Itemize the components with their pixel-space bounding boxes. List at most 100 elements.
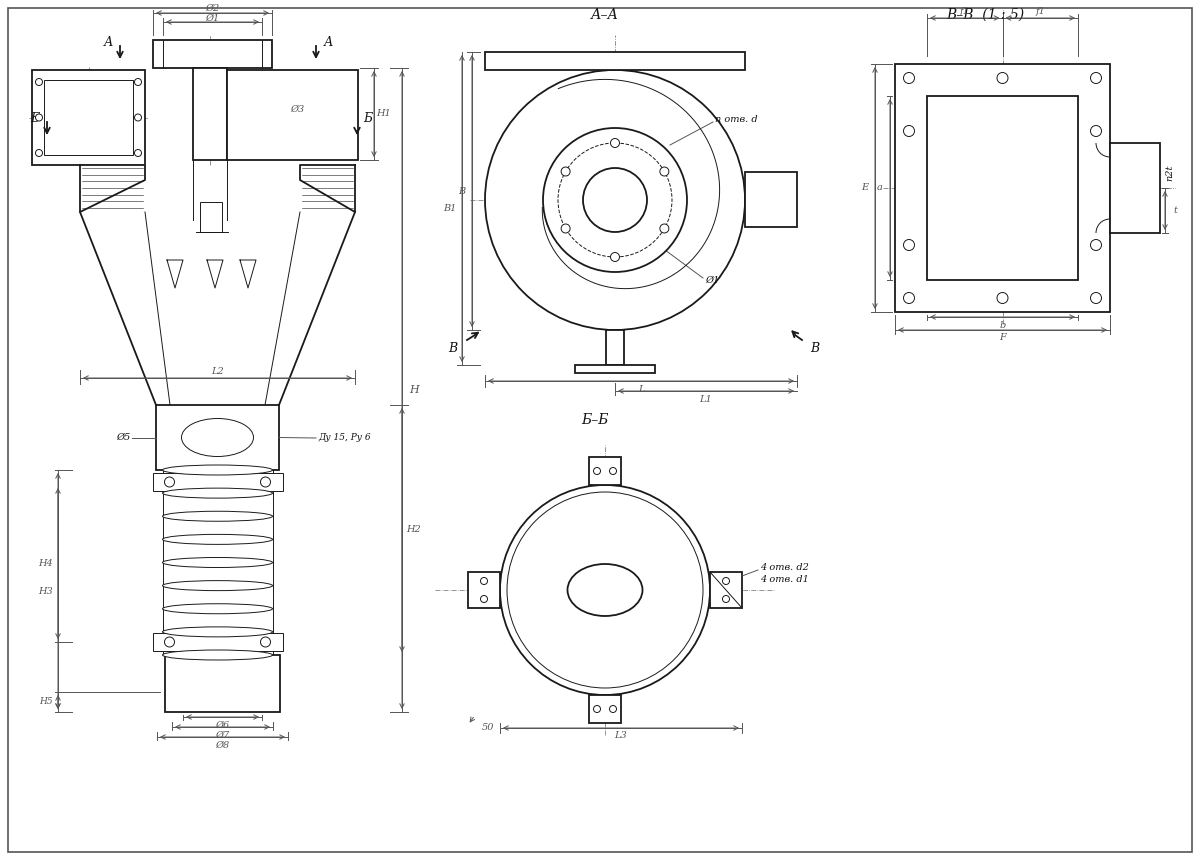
Text: Ø6: Ø6 — [215, 721, 229, 729]
Ellipse shape — [162, 488, 272, 498]
Text: L: L — [637, 384, 644, 394]
Text: Ø2: Ø2 — [205, 3, 220, 13]
Circle shape — [722, 578, 730, 585]
Bar — [468, 572, 500, 608]
Text: Ø3: Ø3 — [290, 105, 305, 114]
Text: Б: Б — [30, 112, 40, 125]
Circle shape — [611, 138, 619, 148]
Bar — [485, 52, 745, 70]
Bar — [152, 633, 282, 651]
Circle shape — [1091, 126, 1102, 137]
Circle shape — [562, 167, 570, 176]
Bar — [745, 172, 797, 227]
Circle shape — [134, 150, 142, 157]
Circle shape — [164, 637, 174, 647]
Text: Ø5: Ø5 — [115, 433, 130, 442]
Text: Ø8: Ø8 — [215, 740, 229, 750]
Circle shape — [1091, 292, 1102, 304]
Circle shape — [36, 114, 42, 121]
Circle shape — [660, 224, 668, 233]
Bar — [32, 70, 145, 165]
Text: H2: H2 — [407, 525, 421, 535]
Bar — [895, 64, 1110, 312]
Ellipse shape — [162, 580, 272, 591]
Ellipse shape — [162, 534, 272, 544]
Circle shape — [36, 150, 42, 157]
Text: f1: f1 — [960, 8, 970, 16]
Ellipse shape — [162, 650, 272, 660]
Text: 50: 50 — [482, 722, 494, 732]
Circle shape — [1091, 239, 1102, 250]
Circle shape — [904, 239, 914, 250]
Text: f1: f1 — [1036, 8, 1045, 16]
Text: B: B — [458, 187, 466, 195]
Text: Ø1: Ø1 — [706, 275, 719, 285]
Circle shape — [500, 485, 710, 695]
Ellipse shape — [162, 465, 272, 475]
Circle shape — [485, 70, 745, 330]
Bar — [152, 473, 282, 491]
Circle shape — [164, 477, 174, 487]
Circle shape — [1091, 72, 1102, 83]
Text: а: а — [877, 183, 883, 193]
Text: Ø1: Ø1 — [205, 14, 220, 22]
Bar — [928, 96, 1078, 280]
Bar — [193, 68, 227, 160]
Text: H5: H5 — [40, 697, 53, 707]
Text: Ø7: Ø7 — [215, 730, 229, 740]
Circle shape — [594, 468, 600, 475]
Circle shape — [610, 468, 617, 475]
Bar — [227, 70, 358, 160]
Circle shape — [480, 578, 487, 585]
Bar — [44, 80, 133, 155]
Circle shape — [508, 492, 703, 688]
Text: В–В  (1 : 5): В–В (1 : 5) — [946, 8, 1024, 22]
Circle shape — [997, 292, 1008, 304]
Bar — [1110, 143, 1160, 233]
Ellipse shape — [568, 564, 642, 616]
Text: n отв. d: n отв. d — [715, 115, 757, 125]
Text: H: H — [409, 385, 419, 395]
Ellipse shape — [162, 604, 272, 614]
Circle shape — [134, 78, 142, 85]
Bar — [589, 457, 622, 485]
Circle shape — [997, 72, 1008, 83]
Text: 4 отв. d2: 4 отв. d2 — [760, 563, 809, 573]
Circle shape — [583, 168, 647, 232]
Ellipse shape — [162, 511, 272, 521]
Circle shape — [562, 224, 570, 233]
Text: А: А — [323, 35, 332, 48]
Text: H1: H1 — [377, 109, 391, 119]
Polygon shape — [240, 260, 256, 288]
Circle shape — [260, 637, 270, 647]
Text: L3: L3 — [614, 732, 628, 740]
Text: L2: L2 — [211, 367, 224, 377]
Circle shape — [542, 128, 686, 272]
Bar — [606, 330, 624, 365]
Bar — [156, 405, 278, 470]
Text: В: В — [449, 341, 457, 354]
Circle shape — [610, 705, 617, 712]
Text: А–А: А–А — [592, 8, 619, 22]
Polygon shape — [208, 260, 223, 288]
Bar — [154, 40, 272, 68]
Circle shape — [904, 72, 914, 83]
Text: А: А — [103, 35, 113, 48]
Circle shape — [904, 292, 914, 304]
Text: F: F — [1000, 334, 1006, 342]
Circle shape — [594, 705, 600, 712]
Text: Ду 15, Ру 6: Ду 15, Ру 6 — [318, 433, 371, 443]
Circle shape — [722, 595, 730, 603]
Text: n2t: n2t — [1165, 165, 1175, 181]
Text: Е: Е — [862, 183, 869, 193]
Text: t: t — [1174, 206, 1177, 215]
Text: Б–Б: Б–Б — [581, 413, 608, 427]
Ellipse shape — [181, 419, 253, 457]
Bar — [166, 655, 280, 712]
Bar — [575, 365, 655, 373]
Ellipse shape — [162, 557, 272, 568]
Circle shape — [480, 595, 487, 603]
Circle shape — [134, 114, 142, 121]
Text: H4: H4 — [38, 559, 53, 568]
Circle shape — [611, 253, 619, 261]
